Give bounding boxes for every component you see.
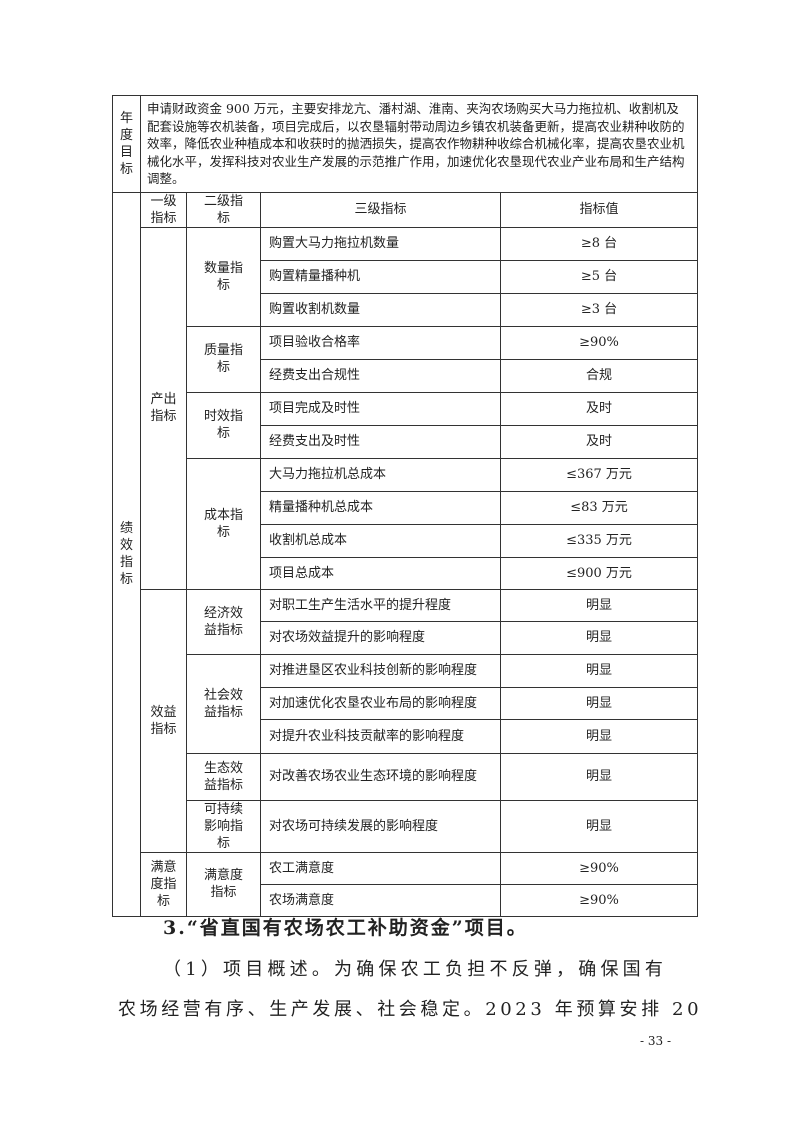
table-row: 质量指标 项目验收合格率 ≥90% (113, 325, 699, 393)
level3-indicator: 大马力拖拉机总成本 (260, 457, 501, 492)
level2-indicator: 质量指标 (186, 325, 261, 393)
table-row: 购置收割机数量 ≥3 台 (113, 292, 699, 327)
indicator-value: 明显 (499, 718, 699, 754)
indicator-value: ≤335 万元 (499, 523, 699, 558)
table-row: 农场满意度 ≥90% (113, 883, 699, 917)
level2-indicator: 成本指标 (186, 457, 261, 590)
table-row: 收割机总成本 ≤335 万元 (113, 523, 699, 558)
table-row: 时效指标 项目完成及时性 及时 (113, 391, 699, 459)
table-row: 对农场效益提升的影响程度 明显 (113, 620, 699, 655)
level3-indicator: 对提升农业科技贡献率的影响程度 (260, 718, 501, 754)
level3-indicator: 农工满意度 (260, 851, 501, 885)
level3-indicator: 对改善农场农业生态环境的影响程度 (260, 752, 501, 801)
table-row: 绩效指标 一级指标 二级指标 三级指标 指标值 (112, 191, 699, 917)
indicator-value: 明显 (499, 588, 699, 622)
indicator-value: 明显 (499, 799, 699, 853)
indicator-value: 明显 (499, 620, 699, 655)
indicator-value: 及时 (499, 391, 699, 426)
level3-indicator: 项目完成及时性 (260, 391, 501, 426)
table-row: 成本指标 大马力拖拉机总成本 ≤367 万元 (113, 457, 699, 590)
paragraph-line: （1）项目概述。为确保农工负担不反弹，确保国有 (163, 959, 668, 980)
level3-indicator: 对农场可持续发展的影响程度 (260, 799, 501, 853)
level3-indicator: 精量播种机总成本 (260, 490, 501, 525)
indicator-value: ≥8 台 (499, 226, 699, 261)
table-row: 效益指标 经济效益指标 对职工生产生活水平的提升程度 明显 (113, 588, 699, 853)
level3-indicator: 对农场效益提升的影响程度 (260, 620, 501, 655)
indicator-value: ≥5 台 (499, 259, 699, 294)
table-row: 社会效益指标 对推进垦区农业科技创新的影响程度 明显 (113, 653, 699, 754)
level2-indicator: 生态效益指标 (186, 752, 261, 801)
table-row: 经费支出及时性 及时 (113, 424, 699, 459)
indicator-value: 明显 (499, 686, 699, 720)
level2-indicator: 时效指标 (186, 391, 261, 459)
indicator-value: 明显 (499, 653, 699, 688)
level1-indicator: 效益指标 (140, 588, 187, 853)
column-header: 一级指标 (140, 191, 187, 228)
table-row: 购置精量播种机 ≥5 台 (113, 259, 699, 294)
indicator-value: ≥90% (499, 883, 699, 917)
indicator-value: ≥90% (499, 325, 699, 360)
table-row: 对提升农业科技贡献率的影响程度 明显 (113, 718, 699, 754)
table-row: 可持续影响指标 对农场可持续发展的影响程度 明显 (113, 799, 699, 853)
level3-indicator: 购置收割机数量 (260, 292, 501, 327)
indicator-value: 明显 (499, 752, 699, 801)
table-row: 精量播种机总成本 ≤83 万元 (113, 490, 699, 525)
level3-indicator: 农场满意度 (260, 883, 501, 917)
level2-indicator: 经济效益指标 (186, 588, 261, 655)
indicator-value: ≥3 台 (499, 292, 699, 327)
paragraph-line: 农场经营有序、生产发展、社会稳定。2023 年预算安排 20 (118, 999, 703, 1020)
indicator-value: ≥90% (499, 851, 699, 885)
level3-indicator: 购置精量播种机 (260, 259, 501, 294)
indicator-value: ≤900 万元 (499, 556, 699, 590)
level2-indicator: 满意度指标 (186, 851, 261, 917)
page-number: - 33 - (640, 1034, 672, 1048)
performance-goal-table: 年度目标 申请财政资金 900 万元，主要安排龙亢、潘村湖、淮南、夹沟农场购买大马… (112, 95, 699, 917)
level1-indicator: 产出指标 (140, 226, 187, 590)
column-header: 二级指标 (186, 191, 261, 228)
table-row: 对加速优化农垦农业布局的影响程度 明显 (113, 686, 699, 720)
level3-indicator: 经费支出合规性 (260, 358, 501, 393)
indicator-value: 及时 (499, 424, 699, 459)
level3-indicator: 项目验收合格率 (260, 325, 501, 360)
level2-indicator: 社会效益指标 (186, 653, 261, 754)
indicator-value: ≤83 万元 (499, 490, 699, 525)
table-row: 满意度指标 满意度指标 农工满意度 ≥90% (113, 851, 699, 917)
table-row: 产出指标 数量指标 购置大马力拖拉机数量 ≥8 台 (113, 226, 699, 590)
table-row: 年度目标 申请财政资金 900 万元，主要安排龙亢、潘村湖、淮南、夹沟农场购买大马… (112, 95, 699, 193)
level1-indicator: 满意度指标 (140, 851, 187, 917)
annual-goal-label: 年度目标 (112, 95, 141, 193)
indicator-value: 合规 (499, 358, 699, 393)
table-row: 项目总成本 ≤900 万元 (113, 556, 699, 590)
indicator-value: ≤367 万元 (499, 457, 699, 492)
level3-indicator: 对推进垦区农业科技创新的影响程度 (260, 653, 501, 688)
level2-indicator: 可持续影响指标 (186, 799, 261, 853)
table-row: 生态效益指标 对改善农场农业生态环境的影响程度 明显 (113, 752, 699, 801)
annual-goal-text: 申请财政资金 900 万元，主要安排龙亢、潘村湖、淮南、夹沟农场购买大马力拖拉机… (139, 95, 699, 193)
performance-indicator-label: 绩效指标 (112, 191, 141, 917)
level3-indicator: 对职工生产生活水平的提升程度 (260, 588, 501, 622)
column-header: 指标值 (499, 191, 699, 228)
level3-indicator: 购置大马力拖拉机数量 (260, 226, 501, 261)
section-heading: 3.“省直国有农场农工补助资金”项目。 (163, 917, 528, 939)
level3-indicator: 收割机总成本 (260, 523, 501, 558)
table-row: 经费支出合规性 合规 (113, 358, 699, 393)
level2-indicator: 数量指标 (186, 226, 261, 327)
level3-indicator: 对加速优化农垦农业布局的影响程度 (260, 686, 501, 720)
level3-indicator: 经费支出及时性 (260, 424, 501, 459)
level3-indicator: 项目总成本 (260, 556, 501, 590)
column-header: 三级指标 (260, 191, 501, 228)
